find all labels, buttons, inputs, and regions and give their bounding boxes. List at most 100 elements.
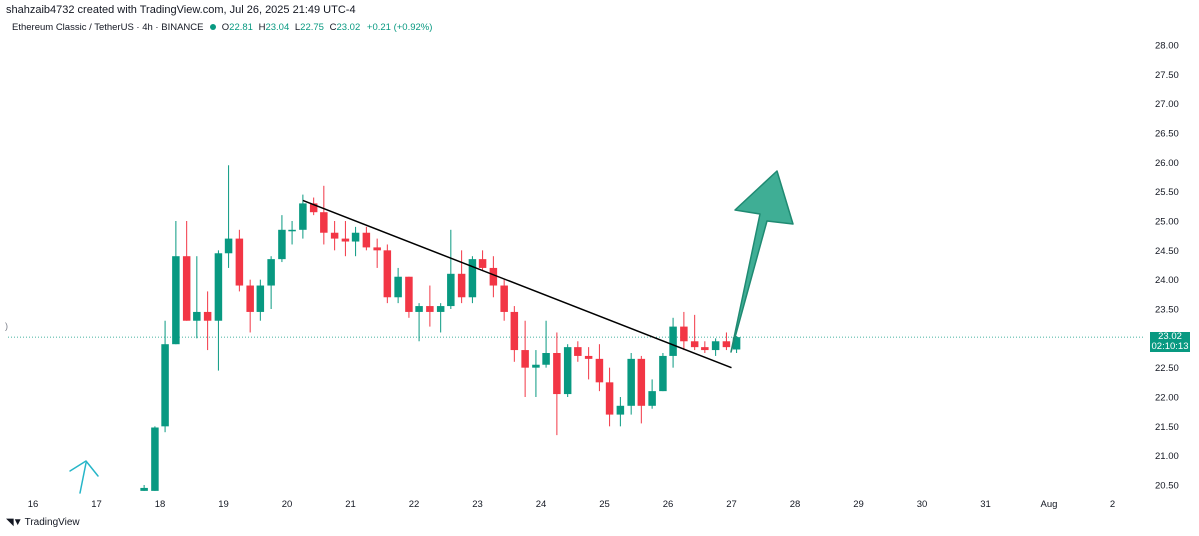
low-label: L [294, 22, 301, 33]
x-tick-label: 27 [726, 499, 737, 510]
candle-body [521, 350, 529, 368]
x-tick-label: 20 [282, 499, 293, 510]
candle-body [288, 229, 296, 232]
green-up-arrow-icon [730, 170, 794, 353]
candle-body [595, 358, 604, 383]
candle-body [457, 273, 466, 298]
y-tick-label: 21.50 [1155, 422, 1179, 433]
candle-body [161, 344, 169, 427]
candle-body [478, 259, 487, 268]
x-tick-label: 22 [409, 499, 420, 510]
candle-body [627, 358, 635, 406]
candle-body [224, 238, 233, 254]
open-label: O [221, 22, 230, 33]
y-tick-label: 25.00 [1155, 217, 1179, 228]
candle-body [489, 267, 498, 286]
y-tick-label: 25.50 [1155, 187, 1179, 198]
candle-body [468, 259, 477, 298]
candle-body [235, 238, 244, 286]
candle-body [616, 405, 625, 415]
candle-body [605, 382, 614, 415]
candle-body [330, 232, 339, 239]
x-tick-label: 2 [1110, 499, 1115, 510]
candle-body [711, 341, 720, 351]
current-price: 23.02 [1158, 331, 1182, 342]
x-tick-label: 29 [853, 499, 864, 510]
candle-body [320, 212, 328, 233]
candle-body [574, 347, 582, 356]
y-tick-label: 21.00 [1155, 451, 1179, 462]
candle-body [172, 256, 180, 345]
x-tick-label: 28 [790, 499, 801, 510]
x-tick-label: 31 [980, 499, 991, 510]
candle-body [140, 487, 148, 491]
y-tick-label: 24.50 [1155, 246, 1179, 257]
candle-body [299, 203, 307, 230]
y-tick-label: 23.50 [1155, 305, 1179, 316]
candle-body [151, 427, 159, 491]
x-tick-label: 18 [155, 499, 166, 510]
y-tick-label: 26.50 [1155, 129, 1179, 140]
candle-body [701, 347, 709, 351]
chart-credit: shahzaib4732 created with TradingView.co… [6, 4, 356, 16]
x-tick-label: 24 [536, 499, 547, 510]
candle-body [394, 276, 402, 298]
x-tick-label: 26 [663, 499, 674, 510]
candle-body [426, 306, 434, 312]
candle-body [659, 355, 667, 392]
tradingview-logo[interactable]: ◥▼ TradingView [6, 517, 80, 528]
x-tick-label: 19 [218, 499, 229, 510]
candle-body [341, 238, 350, 242]
candle-body [182, 256, 191, 321]
bar-countdown: 02:10:13 [1151, 341, 1189, 352]
high-label: H [258, 22, 266, 33]
candle-body [193, 311, 201, 321]
y-tick-label: 20.50 [1155, 481, 1179, 492]
candle-body [500, 285, 508, 312]
candle-body [722, 341, 731, 348]
x-tick-label: 30 [917, 499, 928, 510]
candle-body [351, 232, 360, 242]
candle-body [648, 391, 656, 406]
y-tick-label: 22.00 [1155, 393, 1179, 404]
candle-body [256, 285, 265, 312]
symbol-legend: Ethereum Classic / TetherUS · 4h · BINAN… [12, 22, 432, 33]
candle-body [542, 353, 550, 365]
y-tick-label: 28.00 [1155, 41, 1179, 52]
close-label: C [329, 22, 337, 33]
candle-body [532, 364, 540, 368]
x-tick-label: Aug [1041, 499, 1058, 510]
candle-body [214, 253, 223, 321]
trendline [302, 199, 732, 369]
y-tick-label: 27.50 [1155, 70, 1179, 81]
candle-body [732, 337, 741, 350]
candle-body [436, 306, 445, 312]
candle-body [510, 311, 519, 351]
candle-body [278, 229, 286, 260]
x-tick-label: 25 [599, 499, 610, 510]
y-tick-label: 22.50 [1155, 363, 1179, 374]
open-value: 22.81 [229, 22, 253, 33]
candle-body [447, 273, 455, 307]
y-tick-label: 27.00 [1155, 99, 1179, 110]
candle-body [267, 259, 275, 286]
candle-body [203, 311, 212, 321]
x-tick-label: 21 [345, 499, 356, 510]
candle-body [383, 250, 392, 298]
candle-body [373, 247, 381, 251]
candle-body [415, 306, 423, 312]
status-dot-icon [210, 24, 217, 31]
candle-body [690, 341, 699, 348]
symbol-title[interactable]: Ethereum Classic / TetherUS · 4h · BINAN… [12, 22, 204, 33]
y-tick-label: 26.00 [1155, 158, 1179, 169]
candle-body [246, 285, 254, 312]
candle-body [362, 232, 371, 248]
close-value: 23.02 [336, 22, 361, 33]
candle-body [584, 355, 593, 359]
low-value: 22.75 [300, 22, 324, 33]
candle-body [669, 326, 677, 356]
y-tick-label: 24.00 [1155, 275, 1179, 286]
candle-body [553, 353, 561, 395]
x-tick-label: 23 [472, 499, 483, 510]
